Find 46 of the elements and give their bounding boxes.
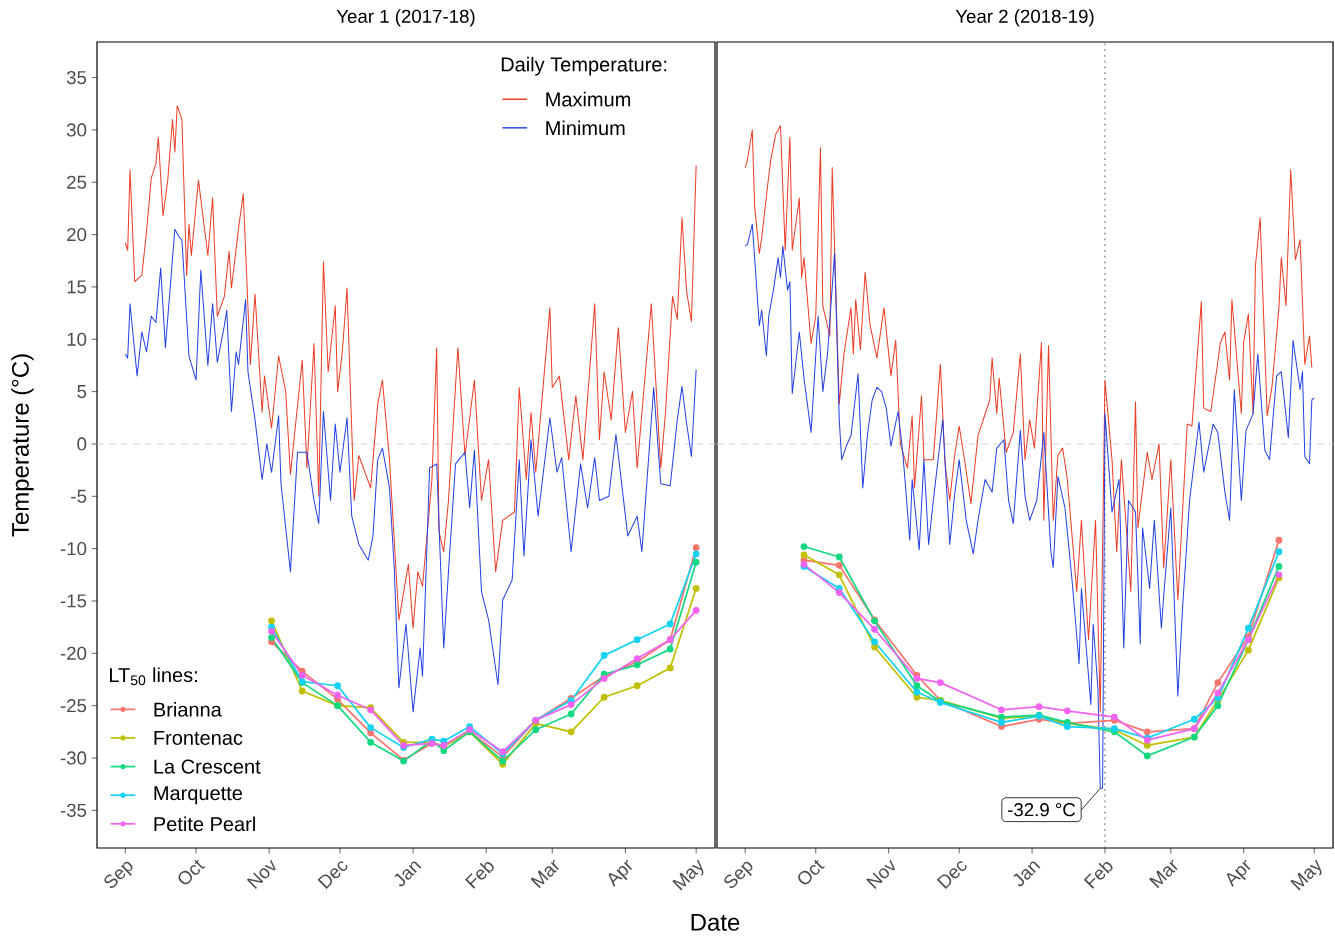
y-tick-label: 30 (66, 123, 87, 137)
y-tick-label: -35 (60, 803, 87, 817)
x-tick-label: Apr (608, 859, 633, 888)
y-tick-label: 10 (67, 332, 87, 346)
legend-label: Minimum (546, 120, 625, 136)
legend-label: Frontenac (154, 731, 243, 745)
y-tick-label: -10 (60, 542, 87, 556)
x-tick-label: Oct (798, 859, 825, 885)
x-tick-label: May (672, 859, 704, 891)
annotation: LT$_{50}$ lines: (110, 667, 197, 686)
y-tick-label: 15 (67, 280, 87, 294)
x-tick-label: Sep (724, 861, 753, 889)
y-tick-label: -30 (60, 751, 87, 765)
legend-title: Daily Temperature: (501, 56, 667, 76)
x-tick-label: Mar (1149, 859, 1178, 889)
x-tick-label: Nov (246, 859, 276, 889)
legend-label: La Crescent (154, 759, 261, 774)
x-tick-label: Nov (866, 859, 896, 889)
x-tick-label: Dec (317, 861, 348, 889)
legend-label: Brianna (154, 702, 222, 717)
y-axis-title: Temperature (°C) (11, 354, 34, 537)
x-tick-label: Jan (394, 861, 422, 887)
y-tick-label: 25 (67, 175, 87, 189)
x-tick-label: Sep (104, 861, 133, 889)
x-axis-title: Date (691, 914, 740, 931)
chart-title: Year 1 (2017-18) (336, 9, 475, 27)
y-tick-label: 5 (77, 385, 87, 399)
annotation: -32.9 °C (1008, 803, 1076, 817)
legend-label: Marquette (154, 786, 243, 805)
x-tick-label: Oct (178, 859, 206, 885)
x-tick-label: Mar (530, 859, 559, 889)
y-tick-label: -15 (60, 594, 87, 608)
y-tick-label: -20 (60, 646, 87, 660)
chart-title: Year 2 (2018-19) (955, 9, 1094, 27)
y-tick-label: -5 (71, 489, 87, 503)
y-tick-label: 20 (67, 227, 87, 242)
x-tick-label: Feb (465, 861, 494, 889)
x-tick-label: Feb (1083, 861, 1113, 889)
legend-label: Petite Pearl (154, 816, 255, 832)
x-tick-label: Apr (1226, 859, 1251, 888)
legend-label: Maximum (546, 91, 631, 107)
x-tick-label: Dec (936, 861, 967, 889)
x-tick-label: Jan (1013, 861, 1041, 887)
y-tick-label: -25 (60, 699, 87, 713)
y-tick-label: 0 (77, 437, 87, 451)
y-tick-label: 35 (66, 70, 87, 85)
